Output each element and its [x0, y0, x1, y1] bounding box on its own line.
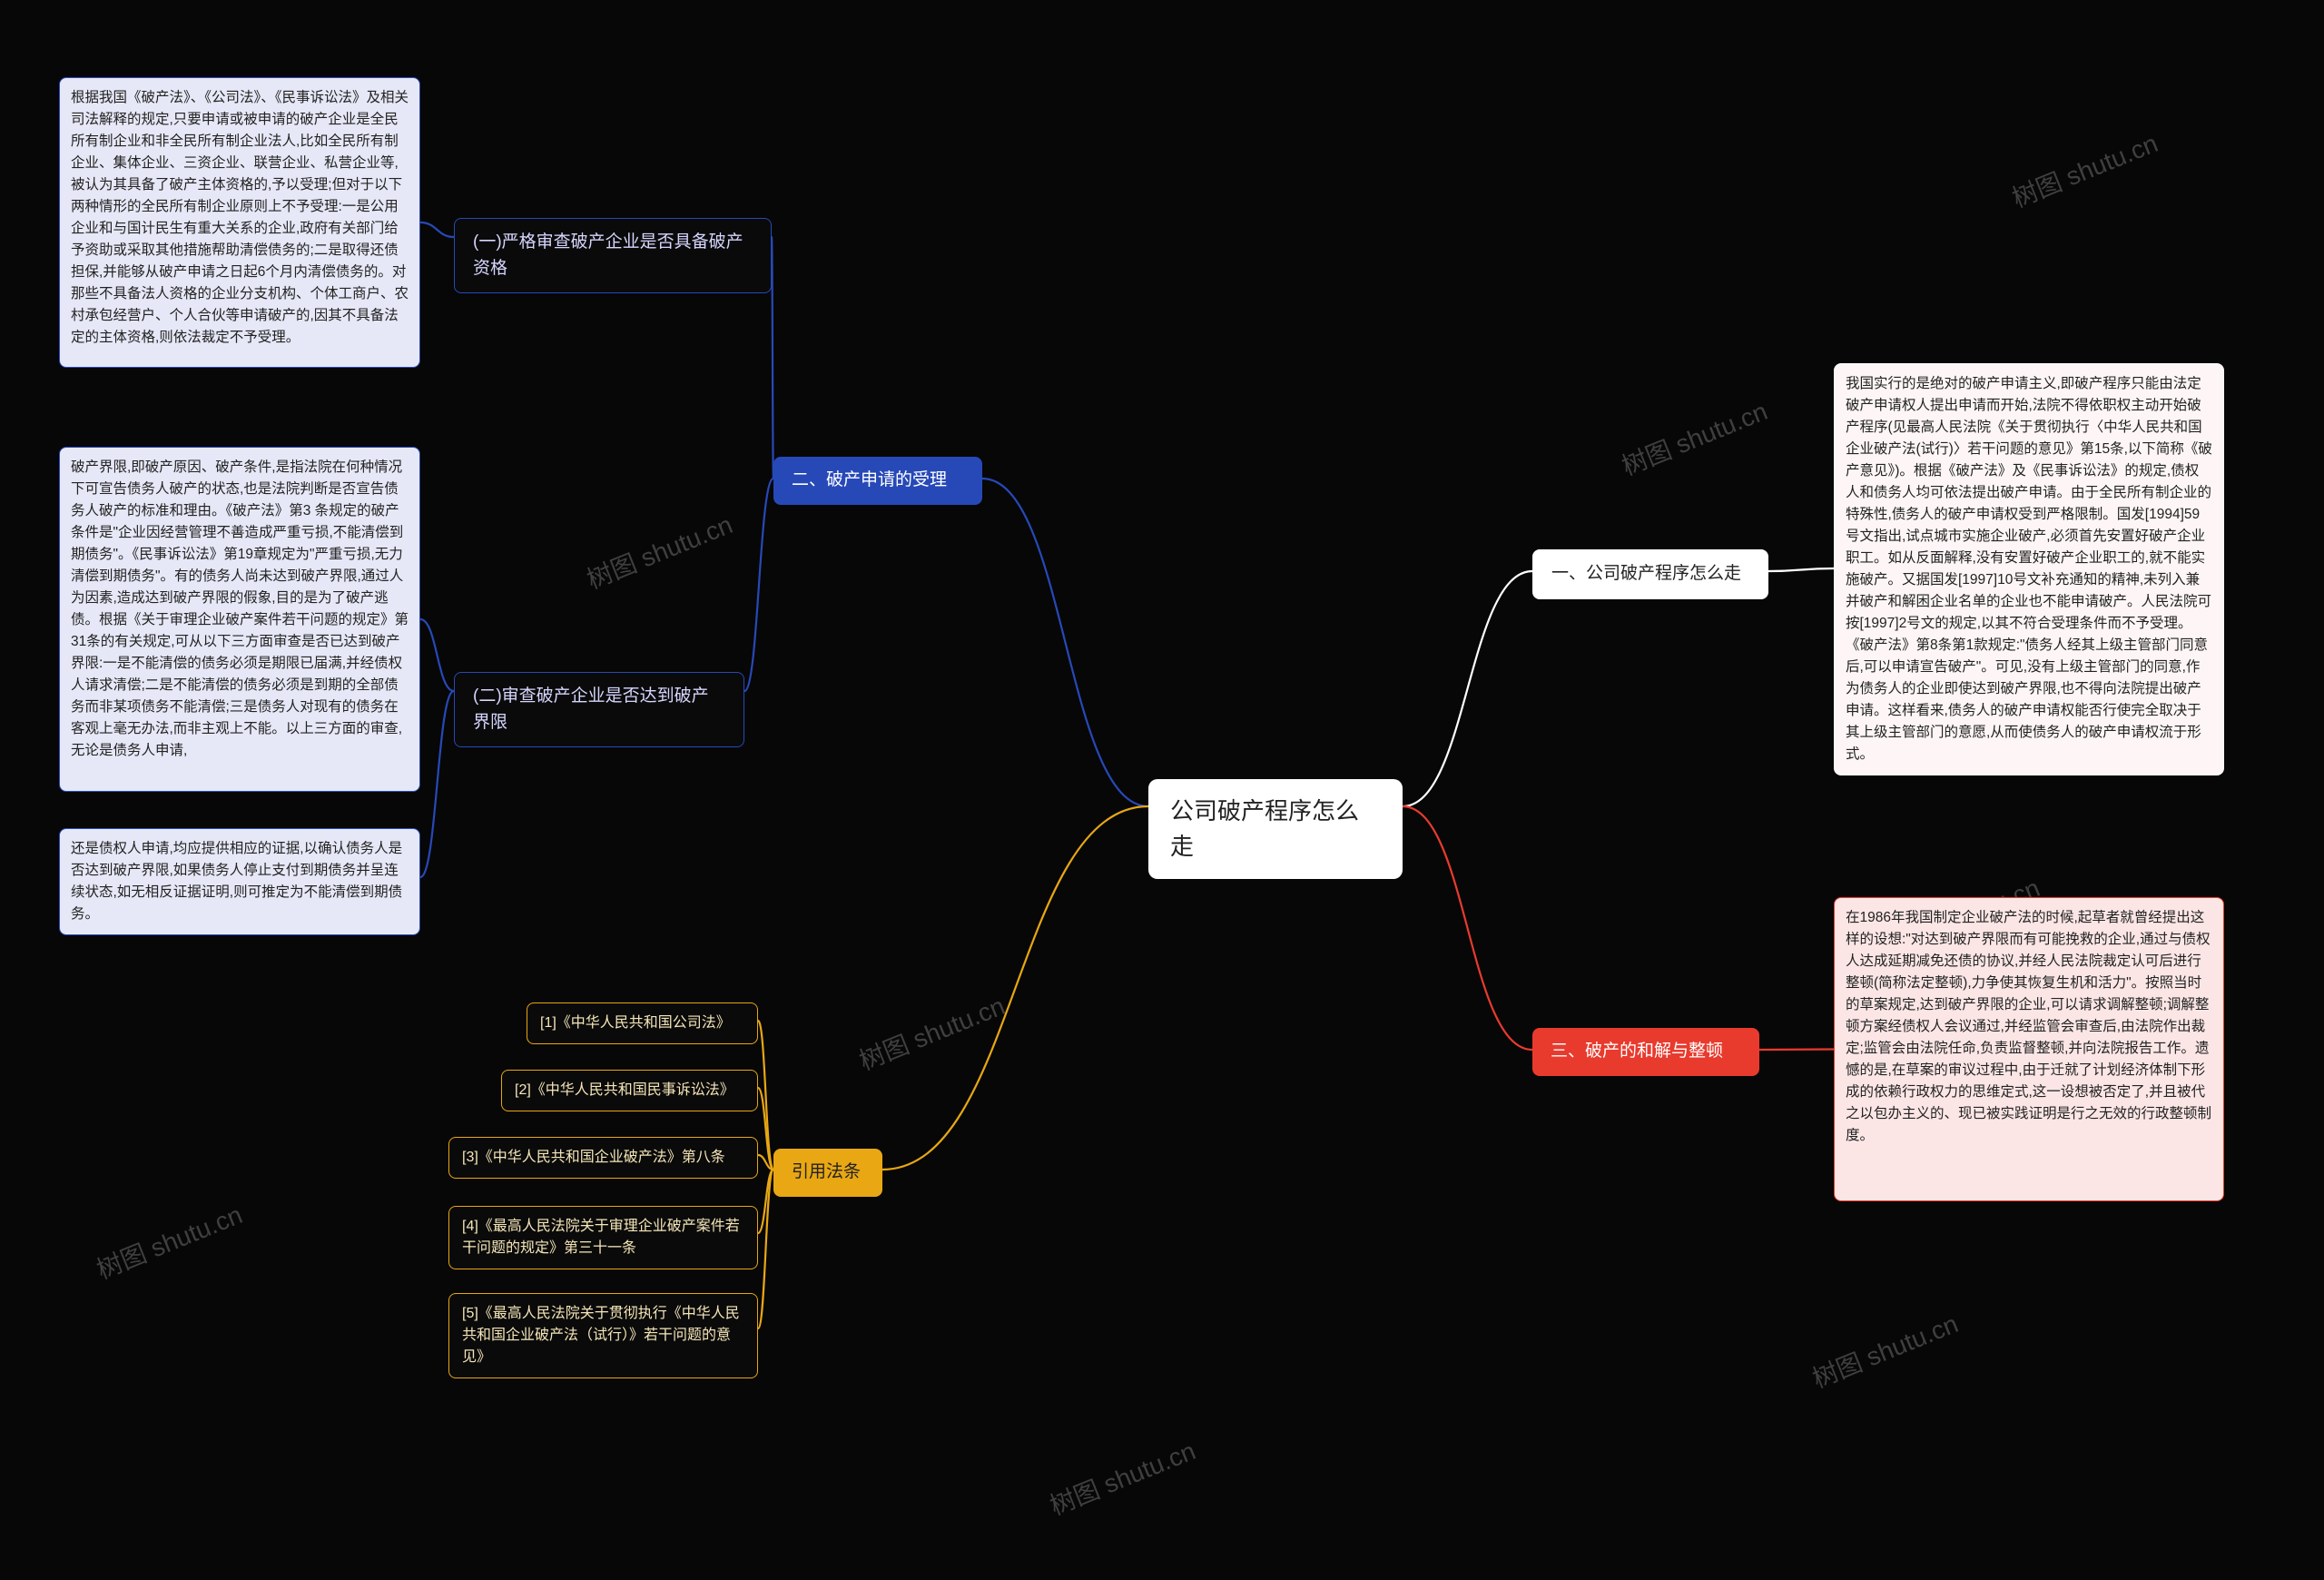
ref-5[interactable]: [5]《最高人民法院关于贯彻执行《中华人民共和国企业破产法（试行）》若干问题的意… — [448, 1293, 758, 1378]
root-node[interactable]: 公司破产程序怎么走 — [1148, 779, 1403, 879]
ref-1[interactable]: [1]《中华人民共和国公司法》 — [527, 1002, 758, 1044]
branch-2b-leaf-2[interactable]: 还是债权人申请,均应提供相应的证据,以确认债务人是否达到破产界限,如果债务人停止… — [59, 828, 420, 935]
branch-3-leaf[interactable]: 在1986年我国制定企业破产法的时候,起草者就曾经提出这样的设想:"对达到破产界… — [1834, 897, 2224, 1201]
branch-2[interactable]: 二、破产申请的受理 — [773, 457, 982, 505]
branch-3[interactable]: 三、破产的和解与整顿 — [1532, 1028, 1759, 1076]
ref-4[interactable]: [4]《最高人民法院关于审理企业破产案件若干问题的规定》第三十一条 — [448, 1206, 758, 1269]
branch-4[interactable]: 引用法条 — [773, 1149, 882, 1197]
mindmap-canvas: 树图 shutu.cn 树图 shutu.cn 树图 shutu.cn 树图 s… — [0, 0, 2324, 1580]
branch-2a-leaf[interactable]: 根据我国《破产法》、《公司法》、《民事诉讼法》及相关司法解释的规定,只要申请或被… — [59, 77, 420, 368]
branch-2b-leaf-1[interactable]: 破产界限,即破产原因、破产条件,是指法院在何种情况下可宣告债务人破产的状态,也是… — [59, 447, 420, 792]
ref-3[interactable]: [3]《中华人民共和国企业破产法》第八条 — [448, 1137, 758, 1179]
branch-1-leaf[interactable]: 我国实行的是绝对的破产申请主义,即破产程序只能由法定破产申请权人提出申请而开始,… — [1834, 363, 2224, 775]
ref-2[interactable]: [2]《中华人民共和国民事诉讼法》 — [501, 1070, 758, 1111]
branch-1[interactable]: 一、公司破产程序怎么走 — [1532, 549, 1768, 599]
branch-2b[interactable]: (二)审查破产企业是否达到破产界限 — [454, 672, 744, 747]
branch-2a[interactable]: (一)严格审查破产企业是否具备破产资格 — [454, 218, 772, 293]
